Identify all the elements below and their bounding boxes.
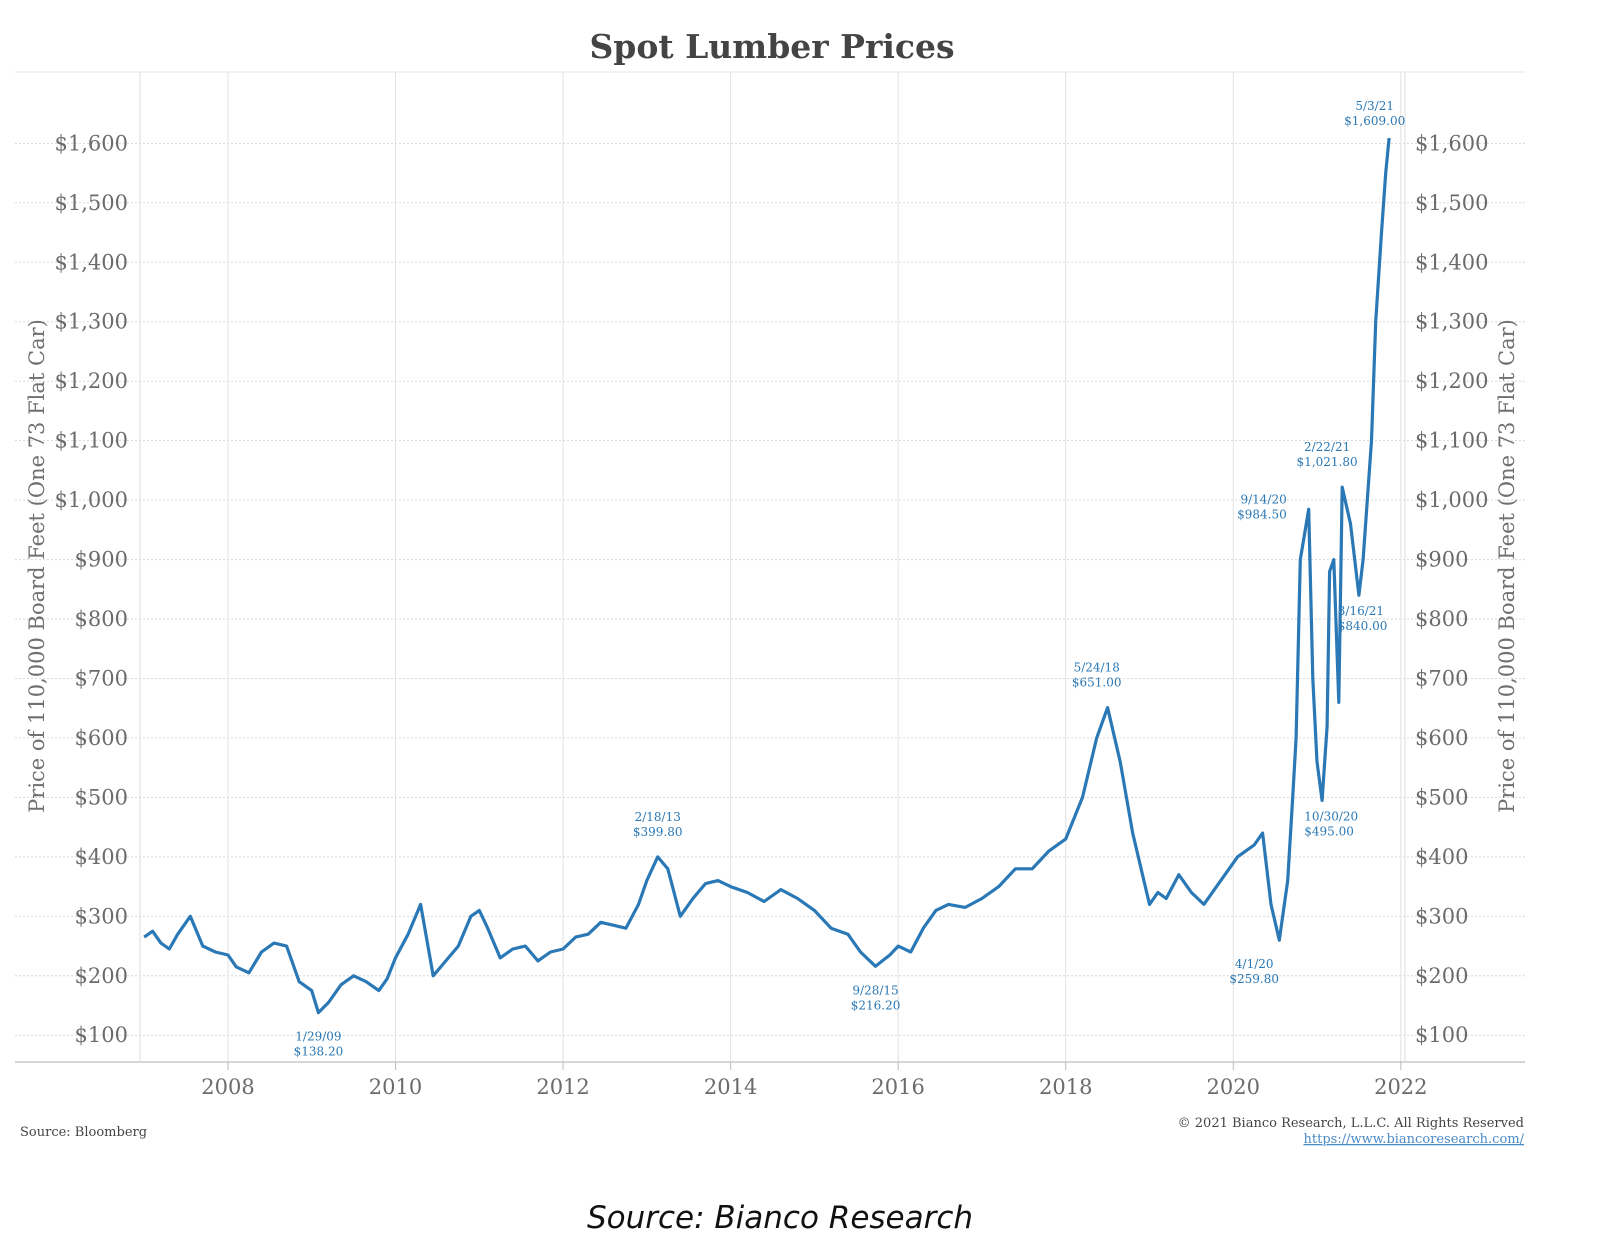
y-tick-label-left: $600 <box>75 726 128 750</box>
y-tick-label-left: $300 <box>75 904 128 928</box>
annotation-value: $259.80 <box>1229 972 1279 986</box>
y-tick-label-left: $800 <box>75 607 128 631</box>
plot-frame <box>15 71 1525 1063</box>
annotation-value: $216.20 <box>851 998 901 1012</box>
annotation-value: $1,021.80 <box>1297 455 1358 469</box>
image-caption: Source: Bianco Research <box>586 1200 974 1236</box>
x-tick-label: 2010 <box>369 1075 422 1099</box>
annotation-value: $399.80 <box>633 825 683 839</box>
annotation-value: $651.00 <box>1072 676 1122 690</box>
x-tick-label: 2014 <box>704 1075 757 1099</box>
y-tick-label-right: $1,500 <box>1415 191 1488 215</box>
bianco-url-link[interactable]: https://www.biancoresearch.com/ <box>1304 1132 1525 1147</box>
y-tick-label-right: $900 <box>1415 548 1468 572</box>
annotation-date: 1/29/09 <box>295 1030 341 1044</box>
y-tick-label-left: $1,000 <box>55 488 128 512</box>
annotation-date: 9/14/20 <box>1240 492 1286 506</box>
y-tick-label-right: $700 <box>1415 666 1468 690</box>
y-tick-label-right: $1,600 <box>1415 131 1488 155</box>
y-tick-label-right: $400 <box>1415 845 1468 869</box>
y-tick-label-right: $500 <box>1415 785 1468 809</box>
annotation-value: $984.50 <box>1237 507 1287 521</box>
y-tick-label-left: $1,600 <box>55 131 128 155</box>
x-tick-label: 2020 <box>1207 1075 1260 1099</box>
y-axis-right-title: Price of 110,000 Board Feet (One 73 Flat… <box>1495 319 1519 813</box>
y-tick-label-right: $1,300 <box>1415 310 1488 334</box>
y-tick-label-right: $1,200 <box>1415 369 1488 393</box>
annotation-value: $495.00 <box>1304 824 1354 838</box>
grid-lines <box>15 72 1525 1062</box>
annotation-date: 5/3/21 <box>1355 99 1394 113</box>
y-tick-label-left: $1,500 <box>55 191 128 215</box>
annotation-date: 5/24/18 <box>1074 661 1120 675</box>
annotation-date: 3/16/21 <box>1338 604 1384 618</box>
annotation-value: $138.20 <box>294 1045 344 1059</box>
y-tick-label-left: $1,300 <box>55 310 128 334</box>
x-tick-label: 2012 <box>536 1075 589 1099</box>
y-tick-label-right: $1,000 <box>1415 488 1488 512</box>
annotation-date: 2/18/13 <box>635 810 681 824</box>
y-tick-label-left: $400 <box>75 845 128 869</box>
annotation-date: 4/1/20 <box>1235 957 1274 971</box>
y-tick-label-left: $700 <box>75 666 128 690</box>
annotation-value: $1,609.00 <box>1344 114 1405 128</box>
y-tick-label-left: $200 <box>75 964 128 988</box>
y-tick-label-right: $1,400 <box>1415 250 1488 274</box>
x-tick-label: 2018 <box>1039 1075 1092 1099</box>
y-tick-label-left: $900 <box>75 548 128 572</box>
y-tick-label-right: $600 <box>1415 726 1468 750</box>
price-series-line <box>143 137 1391 1015</box>
annotations: 1/29/09$138.20 2/18/13$399.80 9/28/15$216.… <box>294 99 1406 1059</box>
x-tick-label: 2022 <box>1374 1075 1427 1099</box>
y-axis-left-title: Price of 110,000 Board Feet (One 73 Flat… <box>25 319 49 813</box>
x-tick-label: 2016 <box>871 1075 924 1099</box>
y-tick-label-right: $100 <box>1415 1023 1468 1047</box>
y-tick-label-left: $500 <box>75 785 128 809</box>
y-tick-label-right: $1,100 <box>1415 429 1488 453</box>
copyright-text: © 2021 Bianco Research, L.L.C. All Right… <box>1178 1116 1524 1131</box>
y-axis-left-labels: $100 $200 $300 $400 $500 $600 $700 $800 $900 $1,0… <box>55 131 128 1047</box>
x-tick-label: 2008 <box>201 1075 254 1099</box>
annotation-value: $840.00 <box>1338 619 1388 633</box>
source-bloomberg: Source: Bloomberg <box>20 1125 147 1140</box>
annotation-date: 2/22/21 <box>1304 440 1350 454</box>
y-tick-label-left: $1,400 <box>55 250 128 274</box>
y-tick-label-left: $1,200 <box>55 369 128 393</box>
y-tick-label-right: $300 <box>1415 904 1468 928</box>
x-axis-labels: 2008 2010 2012 2014 2016 2018 2020 2022 <box>201 1062 1428 1099</box>
y-tick-label-right: $200 <box>1415 964 1468 988</box>
annotation-date: 9/28/15 <box>852 983 898 997</box>
chart-title: Spot Lumber Prices <box>589 27 954 66</box>
y-axis-right-labels: $100 $200 $300 $400 $500 $600 $700 $800 $900 $1,0… <box>1415 131 1488 1047</box>
y-tick-label-left: $1,100 <box>55 429 128 453</box>
annotation-date: 10/30/20 <box>1304 809 1358 823</box>
y-tick-label-right: $800 <box>1415 607 1468 631</box>
y-tick-label-left: $100 <box>75 1023 128 1047</box>
